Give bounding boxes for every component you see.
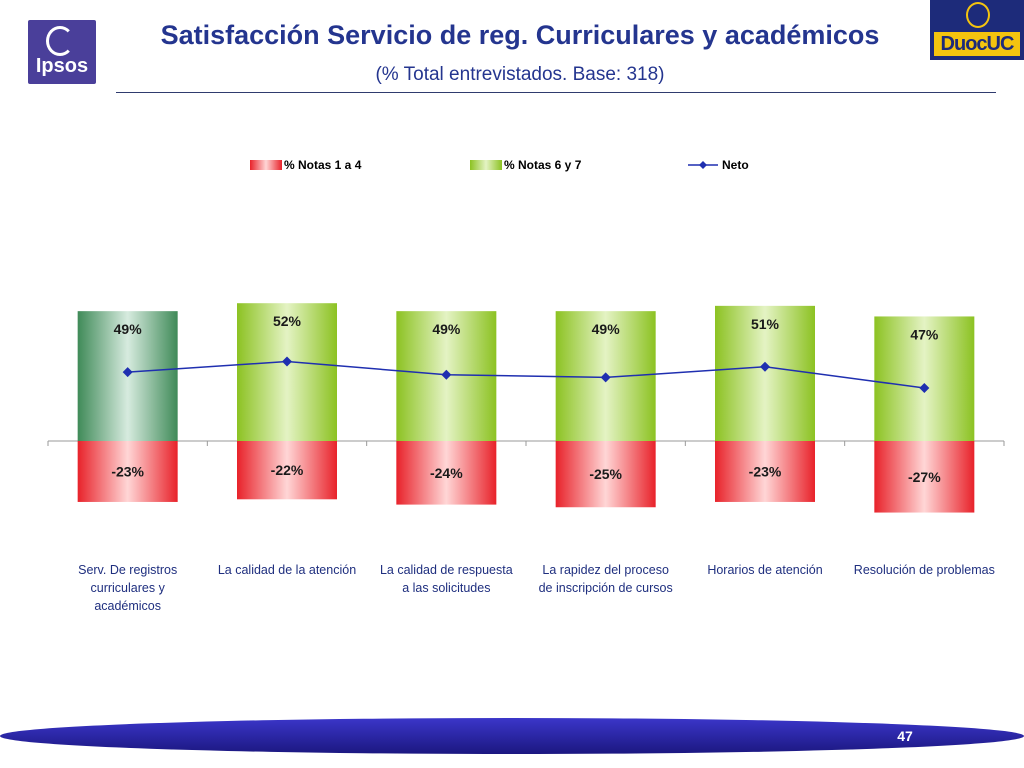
duoc-logo: DuocUC: [930, 0, 1024, 60]
category-label-3: La rapidez del proceso: [542, 563, 669, 577]
neto-point-2: [441, 369, 452, 380]
category-label-2: a las solicitudes: [402, 581, 490, 595]
bar-positive-4: [715, 305, 815, 441]
category-label-4: Horarios de atención: [707, 563, 822, 577]
neto-line: [127, 360, 925, 389]
legend-label-0: % Notas 1 a 4: [284, 158, 362, 172]
legend-label-2: Neto: [722, 158, 749, 172]
label-negative-4: -23%: [749, 463, 782, 479]
neto-point-4: [760, 361, 770, 372]
page-subtitle: (% Total entrevistados. Base: 318): [375, 64, 665, 85]
neto-point-0: [122, 367, 133, 378]
category-label-0: Serv. De registros: [78, 563, 177, 577]
duoc-logo-text: DuocUC: [934, 32, 1020, 56]
page-number: 47: [897, 728, 913, 744]
bar-negative-5: [874, 441, 975, 513]
ipsos-head-icon: [46, 26, 74, 56]
category-label-0: curriculares y: [91, 581, 166, 595]
bar-positive-5: [874, 316, 975, 441]
neto-point-3: [600, 372, 611, 383]
bar-negative-2: [396, 441, 497, 505]
legend-swatch-0: [250, 160, 282, 170]
label-positive-5: 47%: [910, 326, 939, 342]
neto-point-5: [919, 383, 930, 393]
bar-negative-3: [555, 441, 656, 508]
page-title: Satisfacción Servicio de reg. Curricular…: [160, 20, 880, 50]
footer-ellipse: [0, 718, 1024, 754]
label-positive-3: 49%: [592, 321, 621, 337]
title-divider: [116, 92, 996, 93]
category-label-0: académicos: [94, 599, 161, 613]
category-label-2: La calidad de respuesta: [380, 563, 513, 577]
legend-label-1: % Notas 6 y 7: [504, 158, 582, 172]
footer-band: [0, 718, 1024, 754]
satisfaction-chart: % Notas 1 a 4 % Notas 6 y 7 Neto 49% -23% Ser…: [47, 158, 1005, 613]
label-positive-0: 49%: [114, 321, 143, 337]
category-label-3: de inscripción de cursos: [539, 581, 673, 595]
label-negative-0: -23%: [111, 463, 144, 479]
label-positive-2: 49%: [432, 321, 461, 337]
legend-marker-neto: [699, 161, 707, 169]
ipsos-logo: Ipsos: [28, 20, 96, 84]
bar-positive-1: [237, 303, 337, 441]
legend-swatch-1: [470, 160, 502, 170]
bar-negative-1: [237, 441, 337, 500]
category-label-5: Resolución de problemas: [854, 563, 995, 577]
label-positive-1: 52%: [273, 313, 302, 329]
label-positive-4: 51%: [751, 316, 780, 332]
label-negative-5: -27%: [908, 469, 941, 485]
label-negative-1: -22%: [271, 462, 304, 478]
duoc-seal-icon: [966, 2, 990, 28]
neto-point-1: [282, 356, 292, 367]
bar-negative-4: [715, 441, 815, 502]
label-negative-2: -24%: [430, 465, 463, 481]
bar-negative-0: [77, 441, 178, 502]
category-label-1: La calidad de la atención: [218, 563, 356, 577]
label-negative-3: -25%: [589, 466, 622, 482]
ipsos-logo-text: Ipsos: [35, 55, 89, 77]
